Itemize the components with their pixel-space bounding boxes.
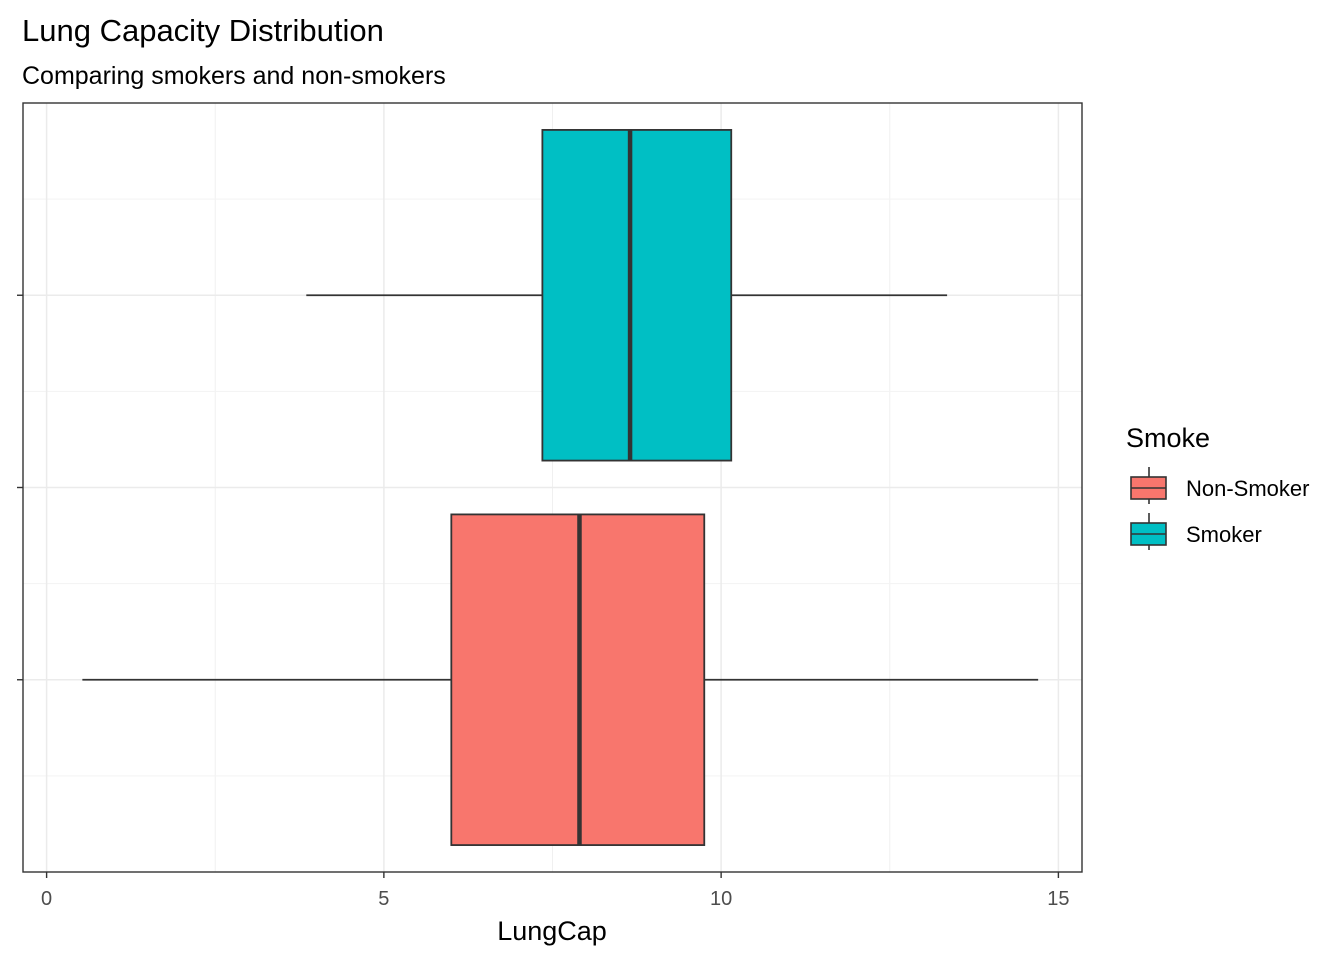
x-tick-label: 5 bbox=[378, 888, 389, 910]
axes: 0 5 10 15 bbox=[17, 294, 1070, 910]
chart-subtitle: Comparing smokers and non-smokers bbox=[22, 62, 446, 90]
x-tick-label: 15 bbox=[1047, 888, 1069, 910]
x-axis-title: LungCap bbox=[497, 916, 607, 946]
legend-item-non-smoker: Non-Smoker bbox=[1130, 467, 1309, 504]
legend: Smoke Non-Smoker Smoker bbox=[1126, 423, 1309, 550]
x-tick-label: 10 bbox=[710, 888, 732, 910]
box-non-smoker bbox=[82, 513, 1039, 846]
legend-keys: Non-Smoker Smoker bbox=[1130, 467, 1309, 550]
legend-label: Non-Smoker bbox=[1186, 476, 1309, 501]
legend-title: Smoke bbox=[1126, 423, 1210, 453]
legend-item-smoker: Smoker bbox=[1130, 513, 1262, 550]
chart-title: Lung Capacity Distribution bbox=[22, 13, 384, 48]
boxes bbox=[82, 129, 1039, 846]
legend-label: Smoker bbox=[1186, 522, 1262, 547]
x-tick-label: 0 bbox=[41, 888, 52, 910]
box-iqr bbox=[541, 129, 733, 462]
box-smoker bbox=[306, 129, 948, 462]
